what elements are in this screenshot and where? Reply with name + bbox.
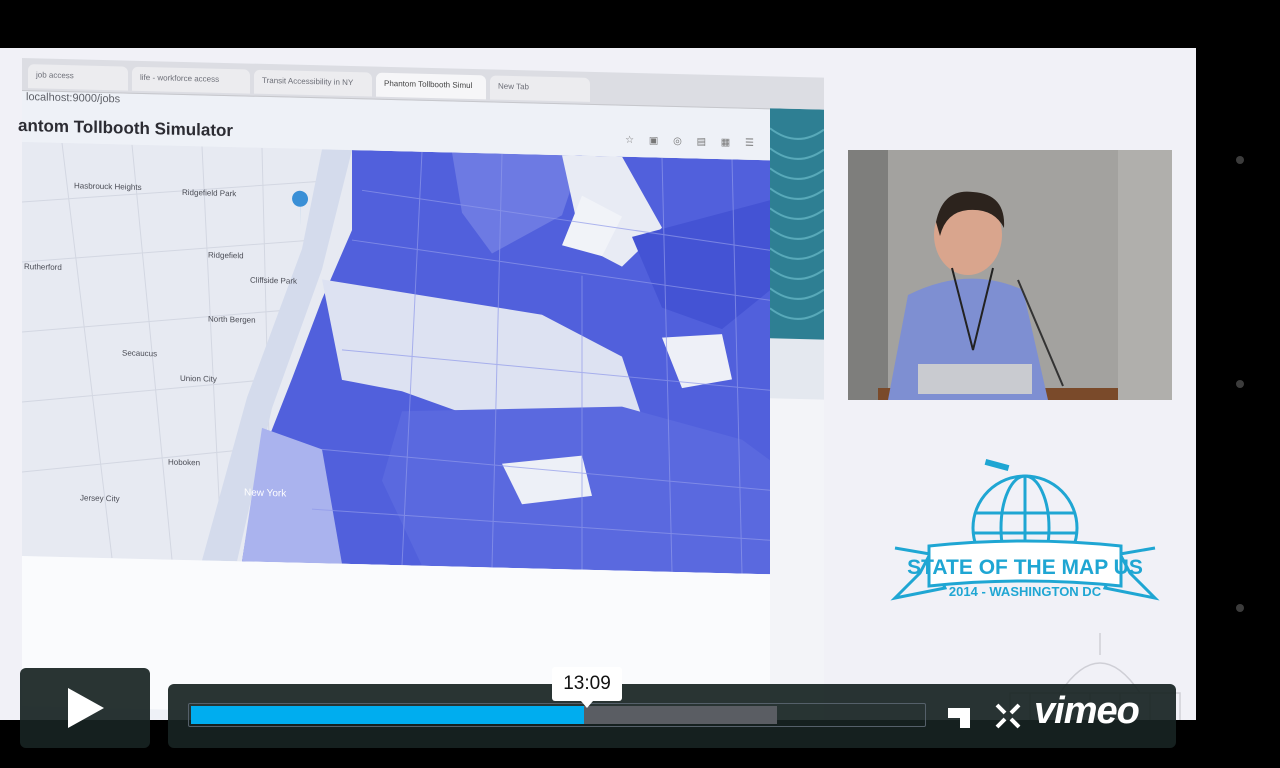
side-dot	[1236, 156, 1244, 164]
map-label: Hasbrouck Heights	[74, 181, 142, 192]
map-label: Cliffside Park	[250, 275, 297, 286]
globe-banner-logo: STATE OF THE MAP US 2014 - WASHINGTON DC	[890, 458, 1160, 601]
control-bar: vimeo	[168, 684, 1176, 748]
side-dot	[1236, 604, 1244, 612]
map-label: North Bergen	[208, 314, 256, 325]
background-window	[769, 108, 825, 720]
app-title: antom Tollbooth Simulator	[18, 115, 233, 141]
logo-subtitle: 2014 - WASHINGTON DC	[949, 584, 1102, 599]
browser-tab-active: Phantom Tollbooth Simul	[376, 72, 486, 100]
map-label: New York	[244, 487, 287, 500]
side-dot	[1236, 380, 1244, 388]
state-of-the-map-logo: STATE OF THE MAP US 2014 - WASHINGTON DC	[885, 458, 1165, 608]
vimeo-logo[interactable]: vimeo	[1034, 690, 1140, 732]
map-label: Hoboken	[168, 457, 201, 468]
map-view: Hasbrouck Heights Ridgefield Park Ridgef…	[22, 142, 770, 575]
progress-track[interactable]	[188, 703, 926, 727]
projected-browser-screenshot: job access life - workforce access Trans…	[18, 58, 825, 720]
fullscreen-icon[interactable]	[946, 702, 976, 730]
browser-tab: life - workforce access	[132, 66, 250, 94]
map-label: Ridgefield Park	[182, 187, 237, 199]
played-bar	[191, 706, 585, 724]
play-button[interactable]	[20, 668, 150, 748]
speaker-camera-view	[848, 150, 1172, 400]
time-tooltip: 13:09	[552, 667, 622, 708]
collapse-icon[interactable]	[994, 702, 1022, 730]
browser-tab: Transit Accessibility in NY	[254, 69, 372, 97]
speaker-graphic	[848, 150, 1172, 400]
map-label: Secaucus	[122, 348, 158, 359]
play-icon	[68, 688, 104, 728]
browser-tab: job access	[28, 64, 128, 91]
browser-tab: New Tab	[490, 75, 590, 102]
map-label: Union City	[180, 373, 217, 384]
browser-toolbar-icons: ☆ ▣ ◎ ▤ ▦ ☰	[625, 134, 760, 150]
map-label: Ridgefield	[208, 250, 244, 261]
logo-title: STATE OF THE MAP US	[907, 556, 1143, 579]
video-frame[interactable]: job access life - workforce access Trans…	[0, 48, 1196, 720]
map-graphic	[22, 142, 770, 575]
map-label: Rutherford	[24, 262, 62, 272]
background-window-graphic	[769, 108, 825, 720]
map-label: Jersey City	[80, 493, 120, 504]
